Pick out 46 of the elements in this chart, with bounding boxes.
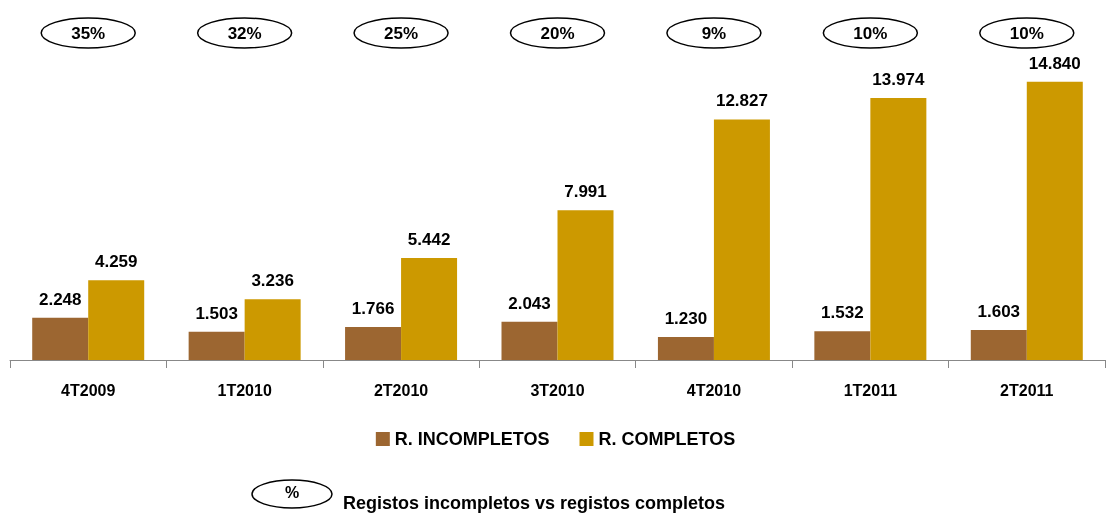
- x-tick-label: 2T2010: [373, 381, 429, 399]
- x-tick-label: 1T2011: [843, 381, 898, 399]
- text: 32%: [227, 23, 262, 43]
- legend-label: R. INCOMPLETOS: [394, 429, 550, 449]
- x-tick-label: 2T2011: [1000, 381, 1054, 399]
- bar: [870, 97, 927, 360]
- x-tick-label: 4T2010: [686, 381, 742, 399]
- bar: [713, 119, 770, 360]
- bar: [244, 299, 301, 360]
- text: 10%: [853, 23, 888, 43]
- data-label: 1.766: [351, 298, 395, 318]
- data-label: 5.442: [407, 229, 451, 249]
- text: Registos incompletos vs registos completos: [343, 493, 726, 513]
- bar: [970, 329, 1027, 360]
- data-label: 4.259: [94, 252, 138, 272]
- x-tick-label: 4T2009: [61, 381, 116, 399]
- data-label: 2.248: [38, 289, 82, 309]
- text: 25%: [384, 23, 419, 43]
- data-label: 1.603: [977, 301, 1021, 321]
- data-label: 2.043: [508, 293, 551, 313]
- bar: [1026, 81, 1083, 360]
- bar: [501, 321, 558, 360]
- data-label: 12.827: [715, 91, 768, 111]
- bar: [32, 317, 89, 360]
- bar: [657, 336, 714, 360]
- text: 20%: [540, 23, 575, 43]
- text: %: [284, 483, 300, 501]
- bar: [345, 326, 402, 360]
- data-label: 1.503: [195, 303, 238, 323]
- data-label: 13.974: [872, 69, 925, 89]
- bar: [88, 280, 145, 360]
- data-label: 1.230: [664, 308, 708, 328]
- text: 10%: [1009, 23, 1044, 43]
- data-label: 3.236: [251, 271, 294, 291]
- data-label: 1.532: [821, 303, 864, 323]
- text: 35%: [71, 23, 106, 43]
- data-label: 7.991: [564, 182, 607, 202]
- legend-label: R. COMPLETOS: [598, 429, 736, 449]
- bar: [188, 331, 245, 360]
- bar: [401, 257, 458, 360]
- x-tick-label: 3T2010: [530, 381, 585, 399]
- x-tick-label: 1T2010: [217, 381, 272, 399]
- text: 9%: [701, 23, 727, 43]
- bar: [557, 210, 614, 360]
- bar: [814, 331, 871, 360]
- data-label: 14.840: [1028, 53, 1081, 73]
